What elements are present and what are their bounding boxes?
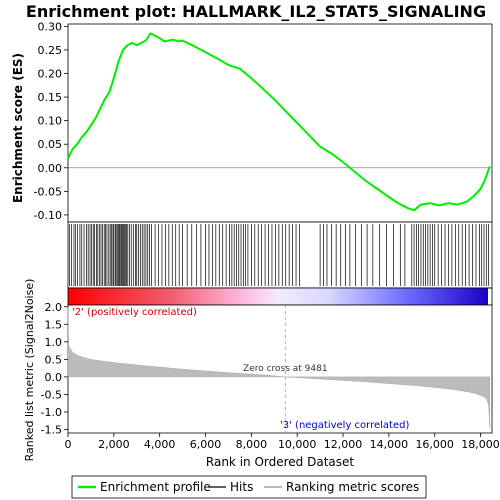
- hits-panel: [67, 221, 493, 289]
- x-tick-label: 16,000: [415, 438, 454, 451]
- es-y-tick-label: 0.25: [38, 44, 63, 57]
- es-y-tick-label: -0.10: [34, 209, 62, 222]
- legend-hits-label: Hits: [230, 480, 253, 494]
- metric-y-axis: -1.5 -1.0 -0.5 0.0 0.5 1.0 1.5 2.0: [41, 301, 68, 436]
- x-tick-label: 8,000: [236, 438, 268, 451]
- legend-enrichment-label: Enrichment profile: [100, 480, 211, 494]
- es-y-axis: -0.10 -0.05 0.00 0.05 0.10 0.15 0.20 0.25 0.30: [34, 20, 68, 222]
- x-axis-label: Rank in Ordered Dataset: [206, 455, 354, 469]
- x-tick-label: 2,000: [98, 438, 130, 451]
- metric-y-tick-label: -1.5: [41, 423, 62, 436]
- metric-y-tick-label: 0.5: [45, 353, 63, 366]
- ranking-metric-area: [67, 306, 490, 428]
- positive-correlation-label: '2' (positively correlated): [72, 307, 197, 318]
- metric-y-tick-label: 2.0: [45, 301, 63, 314]
- x-tick-label: 18,000: [461, 438, 500, 451]
- es-y-axis-label: Enrichment score (ES): [11, 53, 25, 203]
- metric-y-axis-label: Ranked list metric (Signal2Noise): [23, 279, 36, 462]
- chart-title: Enrichment plot: HALLMARK_IL2_STAT5_SIGN…: [26, 2, 486, 21]
- es-plot-frame: [67, 23, 493, 223]
- x-tick-label: 0: [65, 438, 72, 451]
- x-tick-label: 6,000: [190, 438, 222, 451]
- legend-ranking-label: Ranking metric scores: [286, 480, 419, 494]
- ranking-color-bar: [67, 287, 493, 306]
- metric-y-tick-label: -1.0: [41, 406, 62, 419]
- enrichment-profile-line: [67, 32, 491, 212]
- x-tick-label: 10,000: [278, 438, 317, 451]
- x-tick-label: 12,000: [324, 438, 363, 451]
- ranking-gradient: [68, 288, 488, 305]
- es-y-tick-label: 0.10: [38, 115, 63, 128]
- legend-box: [71, 475, 427, 499]
- es-y-tick-label: 0.05: [38, 138, 63, 151]
- ranked-metric-panel: -1.5 -1.0 -0.5 0.0 0.5 1.0 1.5 2.0 0 2,000 4,000 6…: [23, 279, 500, 469]
- x-tick-label: 4,000: [144, 438, 176, 451]
- metric-y-tick-label: 1.5: [45, 318, 63, 331]
- hit-lines: [69, 224, 489, 286]
- es-y-tick-label: 0.30: [38, 20, 63, 33]
- es-y-tick-label: 0.00: [38, 162, 63, 175]
- metric-y-tick-label: -0.5: [41, 388, 62, 401]
- es-y-tick-label: -0.05: [34, 185, 62, 198]
- x-axis: 0 2,000 4,000 6,000 8,000 10,000 12,000 14,000 1…: [65, 433, 500, 451]
- x-tick-label: 14,000: [370, 438, 409, 451]
- legend: Enrichment profile Hits Ranking metric s…: [71, 475, 427, 499]
- enrichment-score-panel: -0.10 -0.05 0.00 0.05 0.10 0.15 0.20 0.25 0.30 E…: [11, 20, 493, 223]
- es-y-tick-label: 0.20: [38, 68, 63, 81]
- zero-cross-annotation: Zero cross at 9481: [243, 364, 328, 374]
- es-y-tick-label: 0.15: [38, 91, 63, 104]
- negative-correlation-label: '3' (negatively correlated): [280, 420, 409, 431]
- metric-y-tick-label: 0.0: [45, 371, 63, 384]
- metric-y-tick-label: 1.0: [45, 336, 63, 349]
